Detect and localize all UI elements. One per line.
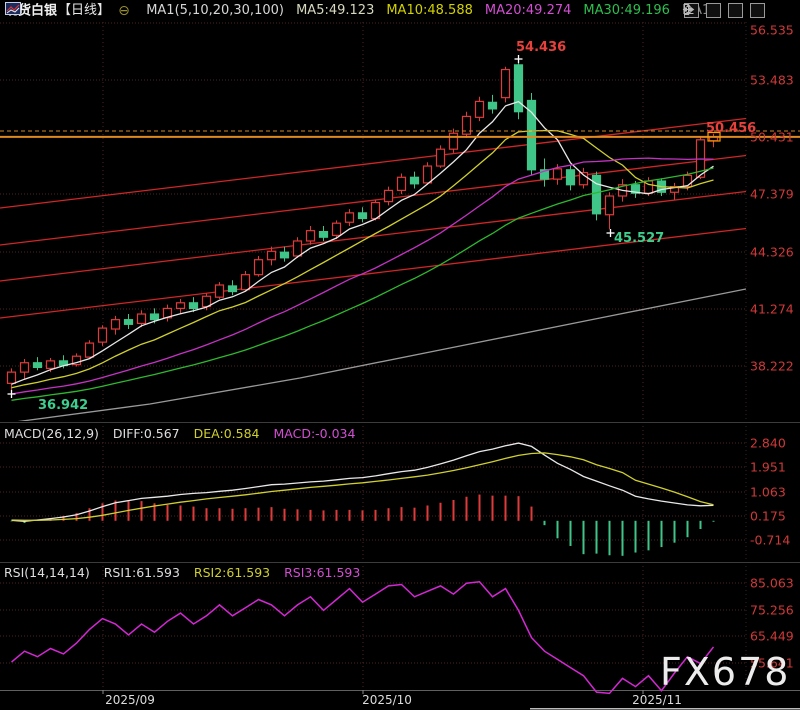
left-low-marker — [7, 390, 16, 398]
macd-diff-value: DIFF:0.567 — [112, 426, 180, 441]
rsi3-value: RSI3:61.593 — [284, 565, 361, 580]
price-axis-label: 38.222 — [750, 358, 794, 374]
ma100-line — [17, 288, 746, 421]
macd-axis-label: 0.175 — [750, 508, 786, 524]
macd-axis-label: 1.063 — [750, 484, 786, 500]
macd-dea-value: DEA:0.584 — [193, 426, 260, 441]
ma-values-group: MA5:49.123 MA10:48.588 MA20:49.274 MA30:49.… — [296, 3, 731, 19]
chart-header: 现货白银【日线】 ⊖ MA1(5,10,20,30,100) MA5:49.12… — [5, 2, 731, 20]
date-axis-label: 2025/09 — [105, 693, 155, 707]
ma5-line — [11, 100, 714, 385]
ma-value-label: MA30:49.196 — [583, 3, 670, 18]
mid-low-price-annotation: 45.527 — [614, 231, 665, 246]
shift-axis-icon[interactable] — [684, 3, 744, 18]
ma-value-label: MA5:49.123 — [296, 3, 375, 18]
macd-dea-line — [11, 452, 714, 521]
ma10-line — [11, 129, 714, 389]
price-axis-label: 50.431 — [750, 129, 794, 145]
rsi-line — [11, 581, 715, 695]
macd-axis-label: 2.840 — [750, 435, 786, 451]
rsi-plot — [11, 581, 715, 695]
collapse-icon[interactable]: ⊖ — [118, 3, 130, 20]
date-axis-label: 2025/10 — [362, 693, 412, 707]
rsi-axis-label: 65.449 — [750, 628, 794, 644]
main-plot — [0, 62, 746, 421]
price-axis-label: 56.535 — [750, 22, 794, 38]
rsi-header: RSI(14,14,14) RSI1:61.593 RSI2:61.593 RS… — [4, 565, 360, 580]
macd-params-label: MACD(26,12,9) — [4, 426, 99, 441]
macd-plot — [10, 442, 715, 556]
rsi-axis-label: 75.256 — [750, 602, 794, 618]
gridlines — [0, 22, 800, 710]
price-axis-label: 44.326 — [750, 244, 794, 260]
exit-chart-icon[interactable] — [684, 3, 766, 18]
mid-low-marker — [606, 229, 615, 237]
ma-settings-label: MA1(5,10,20,30,100) — [146, 3, 284, 19]
high-marker — [514, 55, 523, 63]
fx678-watermark: FX678 — [660, 650, 791, 694]
rsi2-value: RSI2:61.593 — [193, 565, 271, 580]
left-low-price-annotation: 36.942 — [38, 398, 89, 413]
date-axis-label: 2025/11 — [632, 693, 682, 707]
rsi-params-label: RSI(14,14,14) — [4, 565, 90, 580]
price-axis-label: 53.483 — [750, 72, 794, 88]
macd-axis-label: 1.951 — [750, 459, 786, 475]
macd-diff-line — [11, 442, 714, 522]
high-price-annotation: 54.436 — [516, 40, 567, 55]
ma20-line — [11, 157, 714, 395]
macd-hist-value: MACD:-0.034 — [273, 426, 356, 441]
ma-value-label: MA10:48.588 — [386, 3, 473, 18]
price-axis-label: 41.274 — [750, 301, 794, 317]
chart-toolbar — [682, 3, 766, 22]
scale-axis-icon[interactable] — [684, 3, 722, 18]
rsi-axis-label: 55.641 — [750, 655, 794, 671]
macd-axis-label: -0.714 — [750, 532, 791, 548]
candles — [6, 62, 719, 391]
period-label: 【日线】 — [58, 3, 111, 19]
rsi1-value: RSI1:61.593 — [103, 565, 180, 580]
last-candle-highlight — [707, 131, 721, 142]
ma30-line — [11, 167, 714, 401]
ma-value-label: MA20:49.274 — [484, 3, 572, 18]
current-price-tag: 50.456 — [706, 121, 757, 136]
macd-header: MACD(26,12,9) DIFF:0.567 DEA:0.584 MACD:… — [4, 426, 355, 441]
price-axis-label: 47.379 — [750, 186, 794, 202]
rsi-axis-label: 85.063 — [750, 575, 794, 591]
